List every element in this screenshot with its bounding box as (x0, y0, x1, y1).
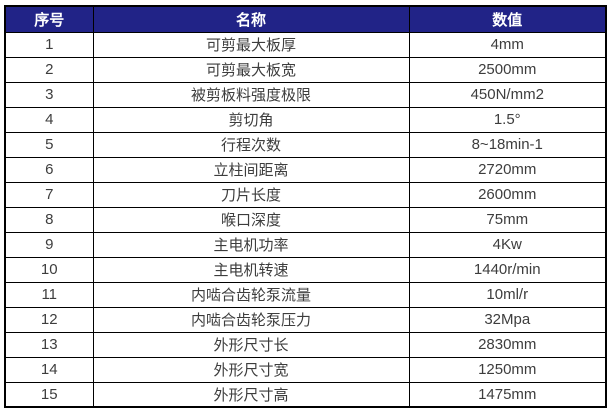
cell-index: 7 (4, 181, 94, 208)
table-row: 10 主电机转速 1440r/min (4, 256, 607, 283)
cell-index: 14 (4, 356, 94, 383)
cell-index: 9 (4, 231, 94, 258)
cell-name: 被剪板料强度极限 (92, 81, 410, 108)
column-header-name: 名称 (92, 5, 410, 33)
cell-index: 12 (4, 306, 94, 333)
table-row: 3 被剪板料强度极限 450N/mm2 (4, 81, 607, 108)
cell-value: 8~18min-1 (408, 131, 607, 158)
cell-name: 内啮合齿轮泵压力 (92, 306, 410, 333)
column-header-index: 序号 (4, 5, 94, 33)
table-row: 11 内啮合齿轮泵流量 10ml/r (4, 281, 607, 308)
table-row: 9 主电机功率 4Kw (4, 231, 607, 258)
cell-name: 外形尺寸高 (92, 381, 410, 408)
cell-index: 15 (4, 381, 94, 408)
table-row: 5 行程次数 8~18min-1 (4, 131, 607, 158)
cell-name: 剪切角 (92, 106, 410, 133)
cell-value: 1440r/min (408, 256, 607, 283)
spec-table: 序号 名称 数值 1 可剪最大板厚 4mm 2 可剪最大板宽 2500mm 3 … (4, 5, 607, 408)
cell-value: 2500mm (408, 56, 607, 83)
cell-index: 3 (4, 81, 94, 108)
cell-index: 10 (4, 256, 94, 283)
cell-name: 主电机转速 (92, 256, 410, 283)
cell-name: 行程次数 (92, 131, 410, 158)
table-row: 1 可剪最大板厚 4mm (4, 31, 607, 58)
cell-value: 4Kw (408, 231, 607, 258)
table-row: 4 剪切角 1.5° (4, 106, 607, 133)
cell-name: 主电机功率 (92, 231, 410, 258)
table-container: 序号 名称 数值 1 可剪最大板厚 4mm 2 可剪最大板宽 2500mm 3 … (4, 5, 607, 408)
cell-index: 11 (4, 281, 94, 308)
cell-value: 2830mm (408, 331, 607, 358)
cell-name: 内啮合齿轮泵流量 (92, 281, 410, 308)
cell-name: 外形尺寸宽 (92, 356, 410, 383)
cell-value: 4mm (408, 31, 607, 58)
table-row: 15 外形尺寸高 1475mm (4, 381, 607, 408)
cell-value: 2720mm (408, 156, 607, 183)
cell-index: 5 (4, 131, 94, 158)
table-row: 13 外形尺寸长 2830mm (4, 331, 607, 358)
cell-value: 1250mm (408, 356, 607, 383)
cell-name: 外形尺寸长 (92, 331, 410, 358)
cell-value: 75mm (408, 206, 607, 233)
cell-name: 喉口深度 (92, 206, 410, 233)
table-row: 2 可剪最大板宽 2500mm (4, 56, 607, 83)
cell-name: 可剪最大板厚 (92, 31, 410, 58)
table-row: 6 立柱间距离 2720mm (4, 156, 607, 183)
table-row: 12 内啮合齿轮泵压力 32Mpa (4, 306, 607, 333)
cell-index: 2 (4, 56, 94, 83)
column-header-value: 数值 (408, 5, 607, 33)
cell-name: 可剪最大板宽 (92, 56, 410, 83)
header-row: 序号 名称 数值 (4, 5, 607, 33)
cell-name: 立柱间距离 (92, 156, 410, 183)
cell-index: 4 (4, 106, 94, 133)
cell-index: 13 (4, 331, 94, 358)
table-row: 14 外形尺寸宽 1250mm (4, 356, 607, 383)
cell-value: 10ml/r (408, 281, 607, 308)
cell-index: 1 (4, 31, 94, 58)
cell-value: 32Mpa (408, 306, 607, 333)
cell-value: 1475mm (408, 381, 607, 408)
cell-index: 8 (4, 206, 94, 233)
cell-index: 6 (4, 156, 94, 183)
cell-value: 1.5° (408, 106, 607, 133)
table-row: 8 喉口深度 75mm (4, 206, 607, 233)
cell-value: 2600mm (408, 181, 607, 208)
cell-value: 450N/mm2 (408, 81, 607, 108)
cell-name: 刀片长度 (92, 181, 410, 208)
table-row: 7 刀片长度 2600mm (4, 181, 607, 208)
